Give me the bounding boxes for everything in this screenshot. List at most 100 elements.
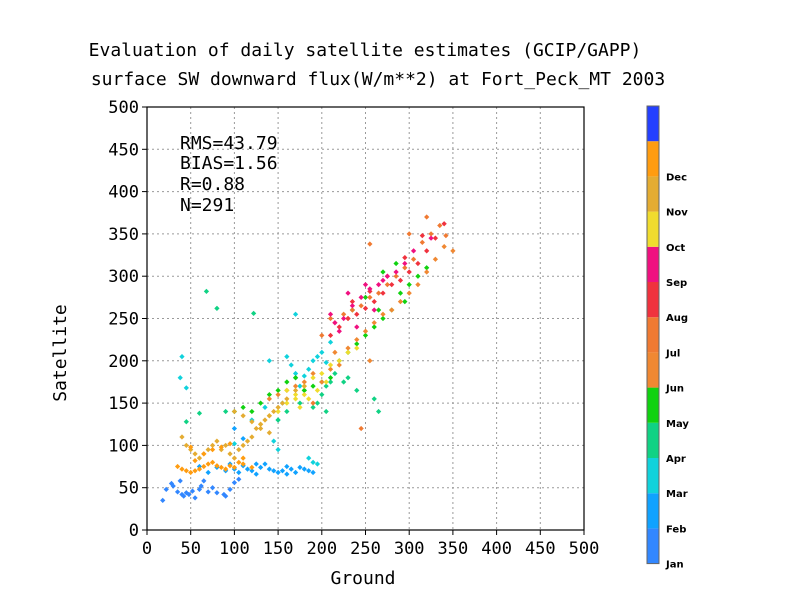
data-point xyxy=(424,265,430,271)
data-point xyxy=(310,370,316,377)
data-point xyxy=(327,311,334,317)
data-point xyxy=(306,366,312,372)
data-point xyxy=(198,483,204,489)
data-point xyxy=(332,370,338,377)
data-point xyxy=(332,320,338,326)
data-point xyxy=(393,260,399,267)
data-point xyxy=(201,478,207,484)
data-point xyxy=(218,444,224,450)
data-point xyxy=(301,383,307,389)
data-point xyxy=(406,282,412,288)
colorbar-segment xyxy=(647,528,659,564)
x-tick-label: 500 xyxy=(569,539,600,559)
data-point xyxy=(323,383,329,389)
data-point xyxy=(314,353,321,360)
data-point xyxy=(266,466,272,472)
data-point xyxy=(244,438,251,444)
data-point xyxy=(174,489,181,495)
data-point xyxy=(341,311,347,317)
data-point xyxy=(310,469,316,476)
chart-title-line2: surface SW downward flux(W/m**2) at Fort… xyxy=(91,69,665,90)
data-point xyxy=(367,358,373,364)
data-point xyxy=(310,383,316,389)
colorbar-segment xyxy=(647,141,659,177)
data-point xyxy=(371,298,377,305)
data-point xyxy=(203,288,210,295)
series-jul xyxy=(310,214,449,432)
data-point xyxy=(327,375,334,381)
data-point xyxy=(432,256,439,262)
data-point xyxy=(314,400,321,406)
x-tick-label: 50 xyxy=(180,539,200,559)
data-point xyxy=(349,303,356,309)
data-point xyxy=(188,469,194,476)
data-point xyxy=(306,468,312,474)
data-point xyxy=(432,235,439,241)
data-point xyxy=(389,282,395,288)
data-point xyxy=(306,455,312,461)
data-point xyxy=(223,466,229,472)
stat-n: N=291 xyxy=(180,195,234,216)
x-axis-label: Ground xyxy=(330,568,395,589)
data-point xyxy=(327,362,334,368)
data-point xyxy=(183,442,189,449)
data-point xyxy=(251,310,257,317)
data-point xyxy=(419,239,425,245)
data-point xyxy=(192,451,198,457)
data-point xyxy=(292,387,299,394)
data-point xyxy=(362,328,369,334)
colorbar-segment xyxy=(647,176,659,212)
data-point xyxy=(196,486,203,493)
data-point xyxy=(397,290,404,296)
data-point xyxy=(253,425,259,432)
grid-lines xyxy=(147,107,584,530)
data-point xyxy=(257,421,264,427)
axis-ticks: 0 50 100 150 200 250 300 350 400 450 500 0 50 100 150 2… xyxy=(108,98,599,559)
data-point xyxy=(209,442,216,449)
data-point xyxy=(441,243,447,250)
data-point xyxy=(244,466,251,472)
y-tick-label: 350 xyxy=(108,225,139,245)
data-point xyxy=(179,434,185,440)
data-point xyxy=(214,490,220,496)
data-point xyxy=(181,493,187,499)
data-point xyxy=(319,392,325,398)
stat-r: R=0.88 xyxy=(180,174,245,195)
data-point xyxy=(336,362,342,368)
data-point xyxy=(319,379,325,385)
data-point xyxy=(231,408,238,415)
data-point xyxy=(301,373,307,379)
data-point xyxy=(275,417,281,423)
data-point xyxy=(275,404,281,410)
data-point xyxy=(380,311,386,317)
data-point xyxy=(406,269,412,275)
data-point xyxy=(402,254,408,261)
month-colorbar: Jan Feb Mar Apr May Jun Jul Aug Sep Oct Nov Dec xyxy=(646,105,689,571)
data-point xyxy=(183,419,189,425)
data-point xyxy=(345,315,351,322)
data-point xyxy=(179,466,185,472)
data-point xyxy=(292,469,299,476)
stats-box: RMS=43.79 BIAS=1.56 R=0.88 N=291 xyxy=(180,133,278,216)
data-point xyxy=(179,353,185,360)
data-point xyxy=(266,358,272,364)
data-point xyxy=(227,463,233,469)
data-point xyxy=(410,248,417,254)
x-tick-label: 150 xyxy=(263,539,294,559)
x-tick-label: 100 xyxy=(219,539,250,559)
data-point xyxy=(196,410,203,416)
data-point xyxy=(160,497,166,504)
data-point xyxy=(424,214,430,220)
data-point xyxy=(310,375,316,381)
data-point xyxy=(201,451,207,457)
data-point xyxy=(301,387,307,394)
data-point xyxy=(389,307,395,313)
x-tick-label: 400 xyxy=(481,539,512,559)
data-point xyxy=(410,256,417,262)
data-point xyxy=(271,468,277,474)
data-point xyxy=(301,466,307,472)
data-point xyxy=(375,307,382,313)
data-point xyxy=(358,303,364,309)
data-point xyxy=(240,455,246,461)
data-point xyxy=(393,269,399,275)
